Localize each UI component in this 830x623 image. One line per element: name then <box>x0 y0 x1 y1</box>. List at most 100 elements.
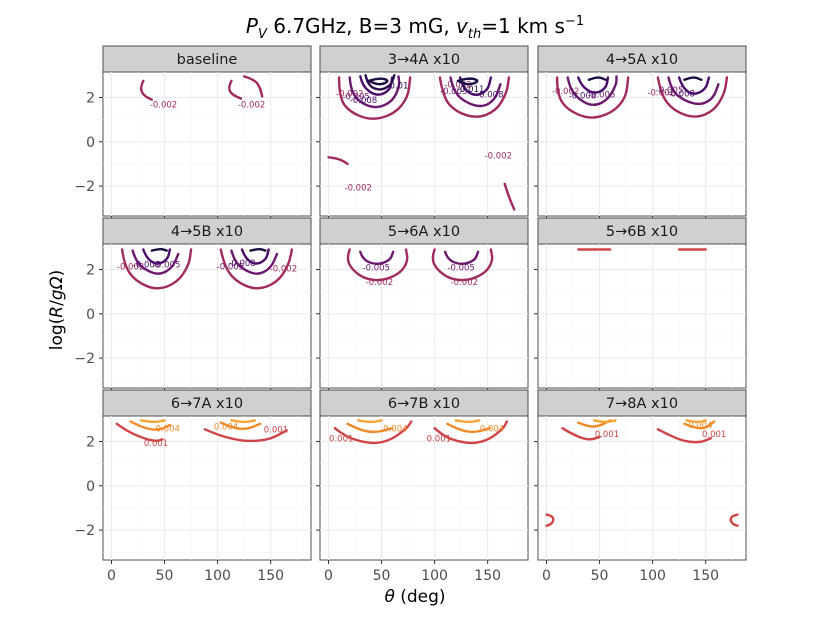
contour-label: 0.004 <box>214 422 238 432</box>
contour-line <box>346 422 394 434</box>
panel-grid <box>103 416 311 560</box>
contour-label: -0.002 <box>552 87 579 97</box>
contour-label: 0.004 <box>688 421 712 431</box>
contour-label: -0.005 <box>588 90 615 100</box>
contour-label: -0.002 <box>366 278 393 288</box>
facet-strip-label: 6→7A x10 <box>171 396 243 412</box>
contour-label: -0.01 <box>386 82 408 92</box>
contour-line <box>685 419 707 424</box>
facet-strip-label: baseline <box>177 52 238 68</box>
x-tick-label: 50 <box>373 568 391 584</box>
contour-label: -0.005 <box>363 264 390 274</box>
facet-strip-label: 7→8A x10 <box>606 396 678 412</box>
contour-label: 0.004 <box>383 425 407 435</box>
contour-line <box>240 248 270 265</box>
contour-label: -0.002 <box>444 81 471 91</box>
contour-line <box>150 247 168 252</box>
y-tick-label: 0 <box>86 307 95 323</box>
contour-line <box>359 250 395 265</box>
contour-line <box>249 247 267 252</box>
contour-label: -0.002 <box>336 89 363 99</box>
contour-line <box>142 248 172 265</box>
y-tick-label: −2 <box>74 523 95 539</box>
contour-label: -0.005 <box>447 264 474 274</box>
y-tick-label: 2 <box>86 90 95 106</box>
contour-line <box>438 76 511 118</box>
contour-line <box>131 249 180 275</box>
x-tick-label: 100 <box>421 568 448 584</box>
x-tick-label: 150 <box>692 568 719 584</box>
contour-label: -0.008 <box>668 89 695 99</box>
contour-line <box>431 248 494 282</box>
contour-label: -0.008 <box>350 96 377 106</box>
contour-line <box>503 182 516 211</box>
contour-label: 0.001 <box>264 426 288 436</box>
contour-label: 0.001 <box>595 430 619 440</box>
contour-line <box>561 427 601 441</box>
contour-label: 0.004 <box>480 425 504 435</box>
contour-label: -0.002 <box>117 262 144 272</box>
contour-line <box>359 75 394 96</box>
contour-line <box>357 419 383 424</box>
contour-label: 0.001 <box>329 434 353 444</box>
facet-strip-label: 4→5B x10 <box>171 224 243 240</box>
contour-line <box>577 76 610 94</box>
contour-label: -0.002 <box>647 88 674 98</box>
contour-line <box>140 419 166 424</box>
contour-line <box>333 420 413 445</box>
contour-line <box>683 76 703 81</box>
contour-line <box>593 419 617 424</box>
contour-label: 0.001 <box>427 434 451 444</box>
contour-line <box>446 422 491 434</box>
y-tick-label: 2 <box>86 262 95 278</box>
contour-line <box>677 76 711 95</box>
contour-label: -0.008 <box>569 92 596 102</box>
facet-strip <box>537 217 747 245</box>
contour-label: -0.008 <box>228 259 255 269</box>
facet-strip <box>102 389 312 417</box>
contour-line <box>433 420 508 445</box>
x-tick-label: 100 <box>204 568 231 584</box>
contour-line <box>327 156 349 166</box>
panel-background <box>102 415 312 561</box>
y-tick-label: 2 <box>86 434 95 450</box>
contour-line <box>454 419 481 424</box>
contour-line <box>346 248 409 282</box>
contour-label: -0.005 <box>440 87 467 97</box>
contour-line <box>449 76 502 108</box>
contour-label: -0.008 <box>476 90 503 100</box>
y-tick-label: −2 <box>74 179 95 195</box>
contour-label: 0.001 <box>702 430 726 440</box>
contour-label: -0.005 <box>153 260 180 270</box>
panel-background <box>537 243 747 389</box>
facet-strip-label: 4→5A x10 <box>606 52 678 68</box>
x-tick-label: 0 <box>324 568 333 584</box>
facet-strip <box>102 45 312 73</box>
contour-label: 0.001 <box>144 439 168 449</box>
contour-line <box>683 420 716 430</box>
contour-line <box>348 75 401 109</box>
contour-line <box>656 76 729 118</box>
facet-strip-label: 6→7B x10 <box>388 396 460 412</box>
contour-line <box>566 75 618 106</box>
panel-background <box>102 243 312 389</box>
contour-line <box>729 513 739 527</box>
contour-line <box>120 248 193 290</box>
x-axis-title: θ (deg) <box>384 587 445 607</box>
x-tick-label: 150 <box>257 568 284 584</box>
x-tick-label: 50 <box>591 568 609 584</box>
facet-panel: 5→6B x10 <box>534 217 747 392</box>
panel-grid <box>538 244 746 388</box>
panel-background <box>537 415 747 561</box>
contour-line <box>667 76 720 106</box>
facet-panel: 3→4A x10-0.002-0.005-0.008-0.01 -0.002-0.… <box>316 45 529 220</box>
facet-strip <box>102 217 312 245</box>
contour-label: -0.002 <box>150 100 177 110</box>
contour-label: -0.002 <box>345 184 372 194</box>
facet-panel: 4→5A x10-0.002 -0.005-0.008 -0.002-0.005-0… <box>534 45 747 220</box>
y-tick-label: 0 <box>86 135 95 151</box>
y-tick-label: 0 <box>86 479 95 495</box>
contour-label: -0.005 <box>342 93 369 103</box>
